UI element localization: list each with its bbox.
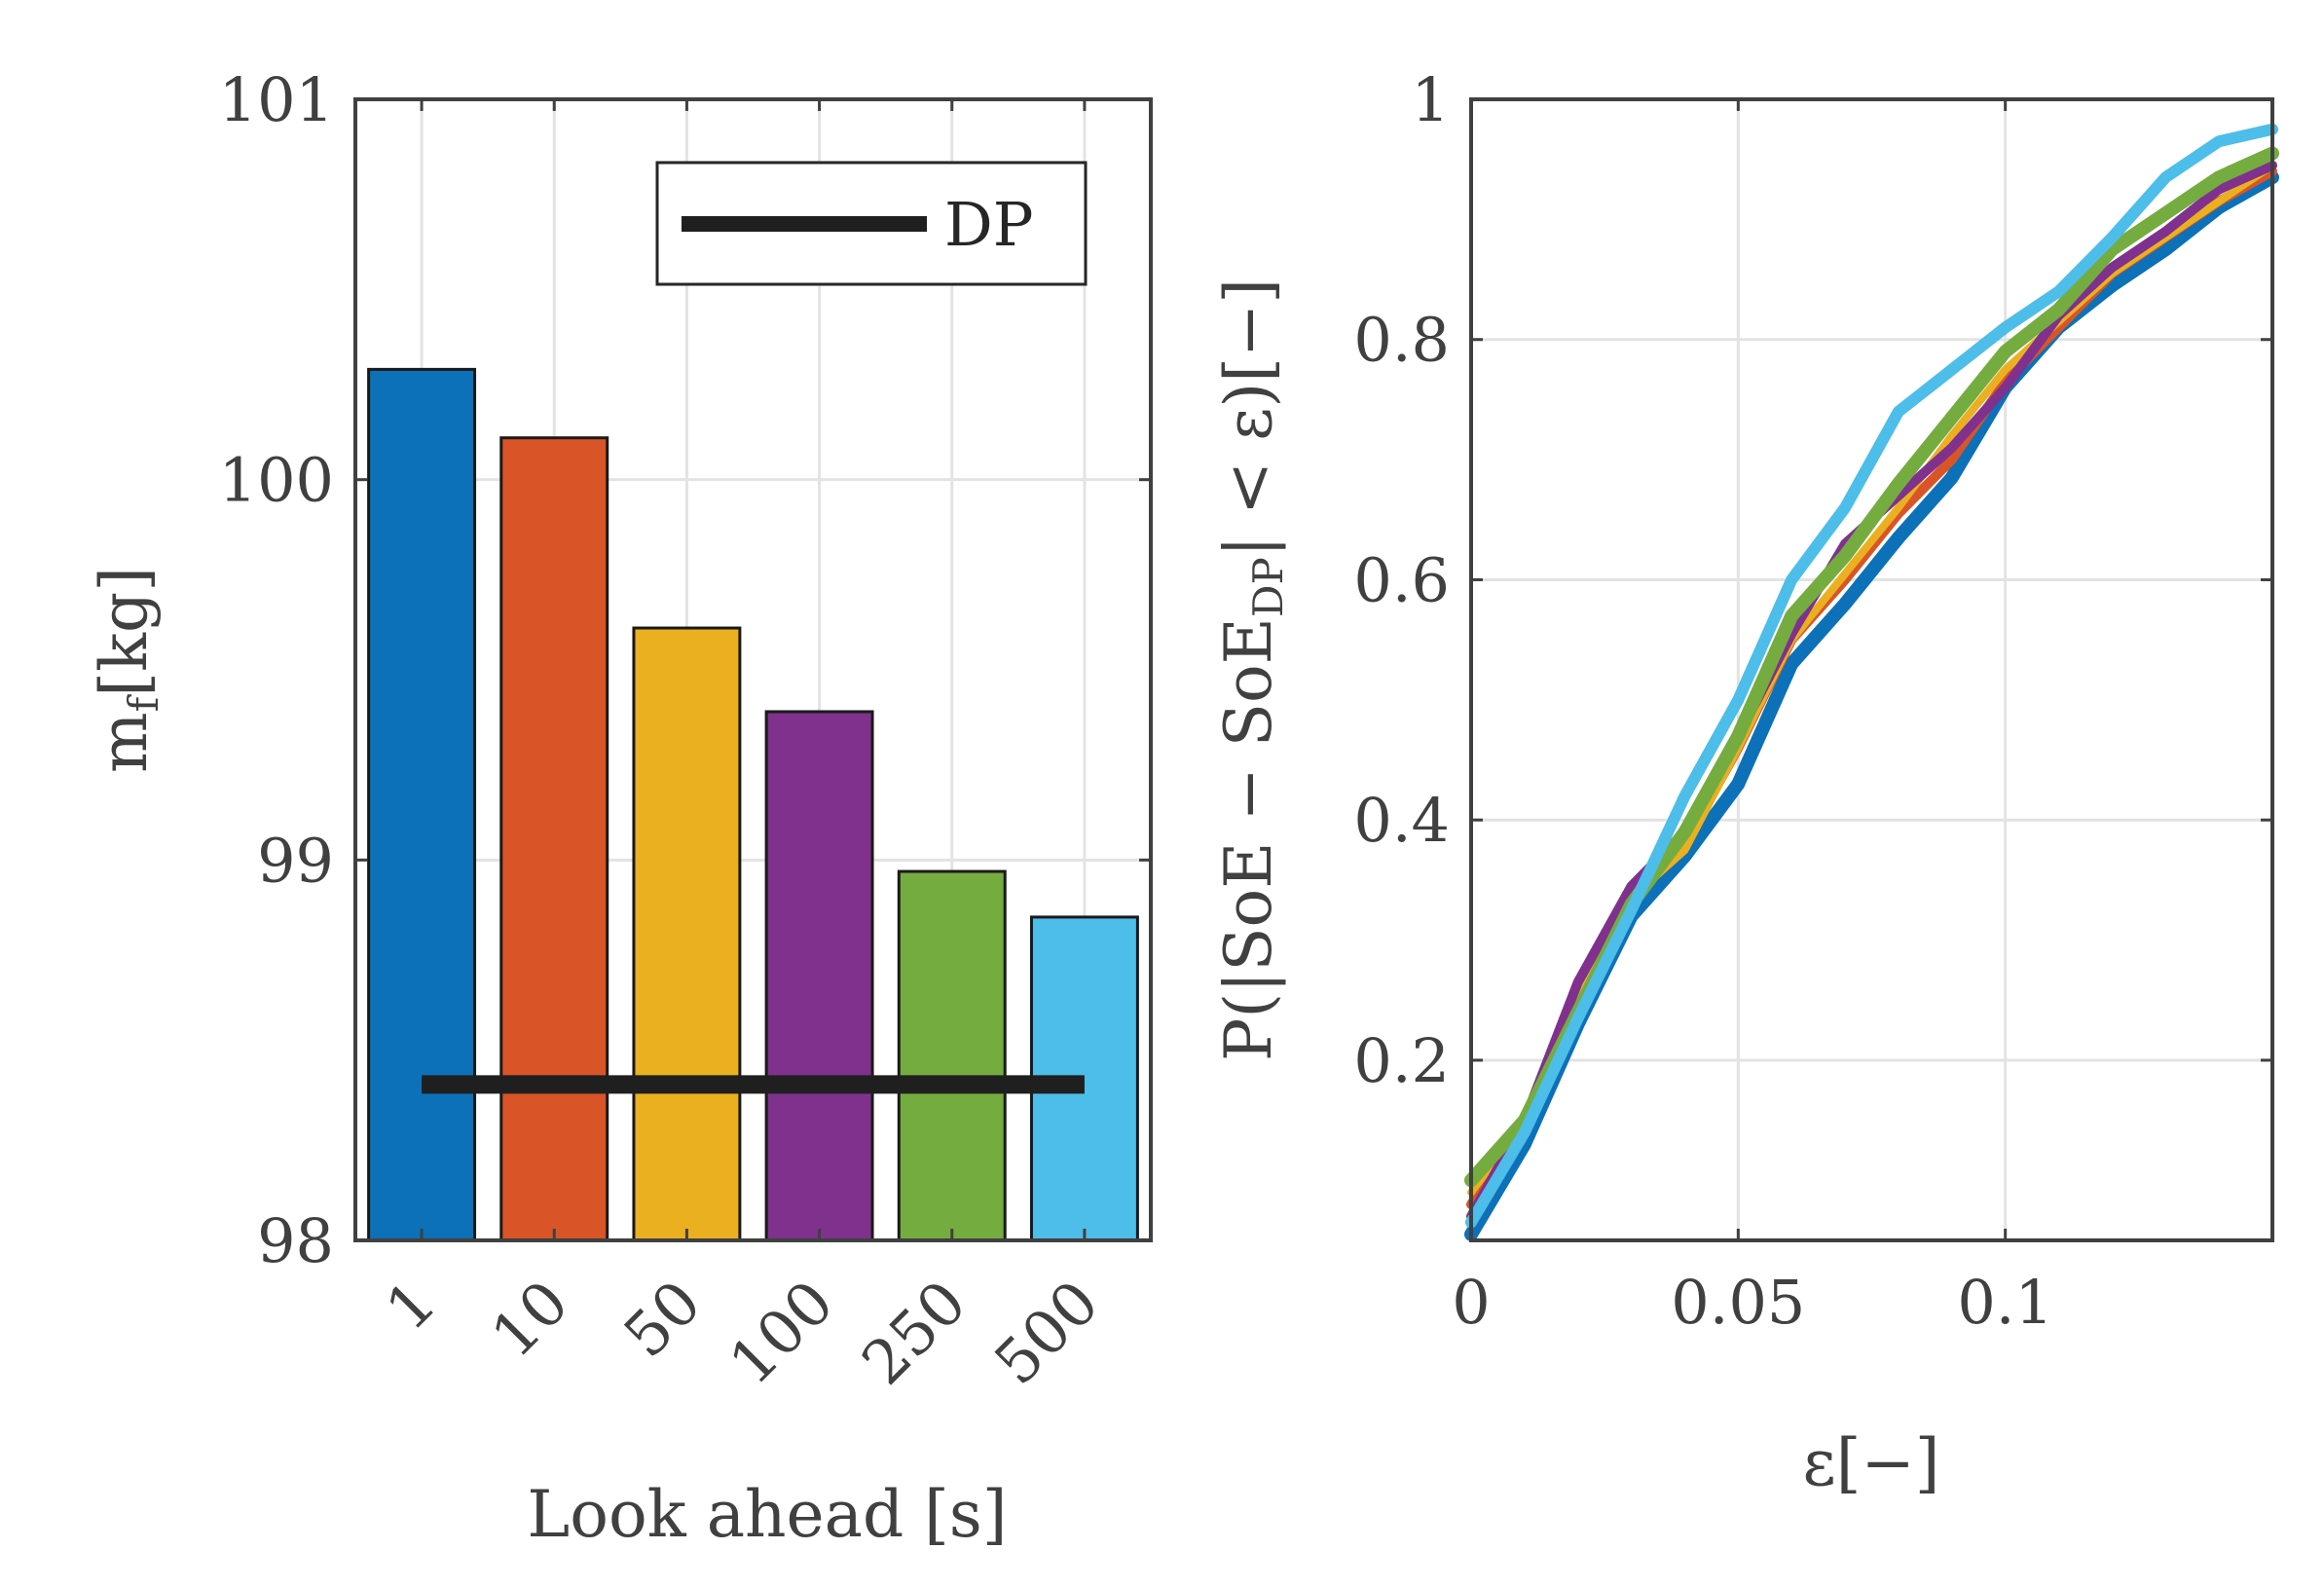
line-series xyxy=(1464,123,2279,1241)
legend-label-dp: DP xyxy=(944,189,1033,260)
line-y-tick-label: 1 xyxy=(1412,64,1450,135)
bar-50 xyxy=(632,626,742,1242)
y-title-tail: | < ε)[−] xyxy=(1211,278,1286,557)
line-y-tick-label: 0.2 xyxy=(1353,1025,1450,1096)
line-y-tick-label: 0.4 xyxy=(1353,785,1450,856)
y-title-main: m xyxy=(87,712,162,773)
line-x-tick-label: 0 xyxy=(1452,1267,1490,1338)
y-title-main: P(|SoE − SoE xyxy=(1211,617,1286,1061)
legend: DP xyxy=(655,161,1088,286)
line-chart-ticks xyxy=(1469,97,2272,1240)
line-y-tick-label: 0.6 xyxy=(1353,544,1450,615)
line-chart-frame xyxy=(1469,97,2274,1242)
line-x-tick-label: 0.05 xyxy=(1671,1267,1805,1338)
line-y-tick-label: 0.8 xyxy=(1353,305,1450,376)
y-title-sub: f xyxy=(120,693,167,712)
bar-y-tick-label: 100 xyxy=(219,445,334,516)
line-chart-x-axis-title: ε[−] xyxy=(1803,1425,1940,1500)
bar-y-tick-label: 99 xyxy=(257,825,334,896)
bar-chart-frame xyxy=(353,97,1153,1242)
bar-y-tick-label: 101 xyxy=(219,64,334,135)
bar-250 xyxy=(897,869,1007,1242)
line-chart-y-axis-title: P(|SoE − SoEDP| < ε)[−] xyxy=(1211,278,1292,1061)
bar-1 xyxy=(367,367,477,1242)
bar-chart-x-axis-title: Look ahead [s] xyxy=(527,1477,1007,1552)
line-x-tick-label: 0.1 xyxy=(1957,1267,2053,1338)
line-chart-x-tick-labels: 0 0.05 0.1 xyxy=(1452,1267,2053,1338)
y-title-sub: DP xyxy=(1244,557,1292,617)
bar-10 xyxy=(499,436,609,1242)
bar-chart-ticks xyxy=(355,97,1151,1242)
bar-y-tick-label: 98 xyxy=(257,1205,334,1276)
bar-chart-y-tick-labels: 98 99 100 101 xyxy=(219,64,334,1276)
bar-100 xyxy=(764,710,874,1242)
series-line-500 xyxy=(1465,123,2278,1229)
line-chart: 0.2 0.4 0.6 0.8 1 0 0.05 0.1 ε[−] P(|SoE − SoE… xyxy=(1211,64,2279,1500)
line-chart-y-tick-labels: 0.2 0.4 0.6 0.8 1 xyxy=(1353,64,1450,1096)
y-title-unit: [kg] xyxy=(87,567,162,697)
bar-chart-y-axis-title: mf[kg] xyxy=(87,567,167,773)
